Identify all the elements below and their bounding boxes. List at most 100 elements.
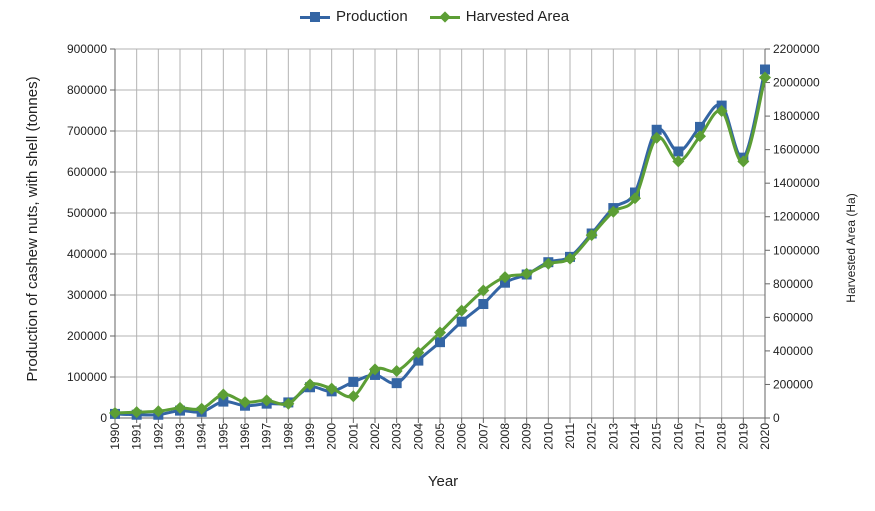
y2-tick-label: 0 [773,411,780,425]
left-axis-ticks: 0 100000 200000 300000 400000 500000 600000 700… [67,42,115,425]
data-point-harvested-area [412,346,425,359]
data-point-harvested-area [282,397,295,410]
x-tick-label: 1998 [281,423,295,450]
y-tick-label: 900000 [67,42,107,56]
data-point-harvested-area [152,405,165,418]
data-point-production [695,121,705,132]
series-harvested-area [109,71,771,419]
x-tick-label: 1990 [108,423,122,450]
x-tick-label: 1992 [151,423,165,450]
x-tick-label: 1994 [195,423,209,450]
x-tick-label: 2010 [541,423,555,450]
legend-label-production: Production [336,8,408,25]
legend-item-harvested-area[interactable]: Harvested Area [429,8,570,25]
x-tick-label: 2011 [563,423,577,449]
data-point-harvested-area [564,252,576,265]
x-tick-label: 2019 [736,423,750,450]
y-tick-label: 200000 [67,329,107,343]
data-point-production [760,64,770,75]
y2-tick-label: 200000 [773,377,813,391]
x-tick-label: 1996 [238,423,252,450]
data-point-harvested-area [672,155,685,168]
legend-swatch-production [300,11,330,23]
x-tick-label: 1995 [216,423,230,450]
x-tick-label: 2001 [346,423,360,450]
data-point-production [218,396,229,407]
legend-label-harvested-area: Harvested Area [465,8,570,25]
x-tick-label: 2008 [498,423,512,450]
y-tick-label: 0 [100,411,107,425]
x-tick-label: 2014 [628,423,642,450]
data-point-harvested-area [434,326,446,339]
x-tick-label: 2006 [455,423,469,450]
data-point-harvested-area [304,378,316,391]
y-tick-label: 800000 [67,83,107,97]
data-point-production [673,146,684,157]
y2-tick-label: 1800000 [773,109,820,123]
x-tick-label: 1993 [173,423,187,450]
data-point-harvested-area [629,192,641,205]
data-point-harvested-area [737,155,750,168]
x-tick-label: 2007 [476,423,490,450]
y2-tick-label: 400000 [773,344,813,358]
y2-tick-label: 800000 [773,277,813,291]
x-tick-label: 1997 [260,423,274,450]
data-point-production [413,355,424,366]
x-tick-label: 2000 [325,423,339,450]
data-point-harvested-area [347,390,360,403]
y2-tick-label: 1600000 [773,143,820,157]
x-tick-label: 2015 [650,423,664,450]
data-point-harvested-area [520,267,533,280]
y-tick-label: 700000 [67,124,107,138]
data-point-production [651,124,662,135]
data-point-harvested-area [499,271,511,284]
data-point-harvested-area [542,257,555,270]
data-point-harvested-area [325,382,338,395]
data-point-production [478,299,489,310]
y2-tick-label: 1000000 [773,243,820,257]
data-point-harvested-area [369,363,381,376]
x-tick-label: 2004 [411,423,425,450]
y2-tick-label: 2000000 [773,76,820,90]
data-point-harvested-area [260,394,273,407]
data-point-harvested-area [109,406,121,419]
x-tick-label: 2009 [520,423,534,450]
y-tick-label: 500000 [67,206,107,220]
x-tick-label: 2012 [585,423,599,450]
data-point-harvested-area [650,131,663,144]
y2-axis-label: Harvested Area (Ha) [844,193,858,302]
x-tick-label: 2013 [606,423,620,450]
data-point-production [391,378,402,389]
data-point-harvested-area [174,401,186,414]
legend-item-production[interactable]: Production [300,8,408,25]
data-point-harvested-area [607,205,620,218]
y2-tick-label: 1400000 [773,176,820,190]
x-tick-label: 2003 [390,423,404,450]
data-point-harvested-area [390,365,403,378]
data-point-harvested-area [130,406,143,419]
data-point-harvested-area [694,130,706,143]
y2-tick-label: 2200000 [773,42,820,56]
data-point-harvested-area [759,71,771,84]
x-tick-label: 1991 [130,423,144,450]
right-axis-ticks: 0 200000 400000 600000 800000 1000000 1200000 1… [765,42,820,425]
x-axis-ticks: 1990 1991 1992 1993 1994 1995 1996 1997 1998 1999… [108,418,772,450]
data-point-harvested-area [239,396,251,409]
x-tick-label: 2016 [671,423,685,450]
y-tick-label: 300000 [67,288,107,302]
y-axis-label: Production of cashew nuts, with shell (t… [24,76,41,381]
series-group [109,64,771,420]
x-tick-label: 2017 [693,423,707,450]
data-point-production [456,316,467,327]
x-tick-label: 2020 [758,423,772,450]
data-point-harvested-area [585,229,598,242]
x-tick-label: 2005 [433,423,447,450]
data-point-production [435,337,445,348]
data-point-harvested-area [477,284,490,297]
y-tick-label: 400000 [67,247,107,261]
legend: Production Harvested Area [300,8,569,25]
x-axis-label: Year [428,473,458,490]
data-point-harvested-area [217,388,230,401]
data-point-production [348,376,359,387]
